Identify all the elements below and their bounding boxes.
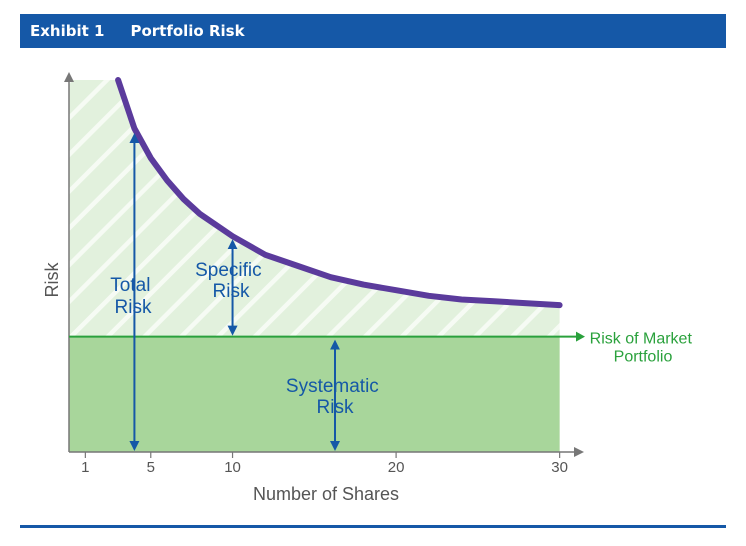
x-tick-label: 30 (551, 459, 568, 476)
total-risk-label: Total Risk (110, 275, 155, 318)
total-risk-curve (115, 77, 563, 309)
chart-title: Portfolio Risk (130, 22, 245, 40)
x-tick-label: 10 (224, 459, 241, 476)
specific-risk-area (69, 80, 560, 337)
x-tick-label: 5 (147, 459, 155, 476)
total-risk-label-line1: Total (110, 275, 150, 296)
systematic-risk-label: Systematic Risk (286, 376, 384, 418)
y-axis-title: Risk (42, 262, 62, 298)
x-axis-title: Number of Shares (253, 484, 399, 504)
market-portfolio-label: Risk of Market Portfolio (590, 331, 697, 366)
systematic-risk-area (69, 336, 560, 452)
market-line-arrowhead (576, 331, 585, 342)
systematic-risk-label-line1: Systematic (286, 376, 379, 397)
specific-risk-label: Specific Risk (195, 260, 267, 302)
market-portfolio-label-line1: Risk of Market (590, 331, 693, 348)
systematic-risk-label-line2: Risk (317, 397, 354, 418)
footer-rule (20, 525, 726, 528)
x-tick-label: 1 (81, 459, 89, 476)
market-portfolio-label-line2: Portfolio (614, 349, 673, 366)
x-ticks: 1 5 10 20 30 (81, 452, 568, 476)
x-axis-arrowhead (574, 447, 584, 457)
total-risk-label-line2: Risk (115, 297, 152, 318)
y-axis-arrowhead (64, 72, 74, 82)
specific-risk-label-line2: Risk (213, 281, 250, 302)
exhibit-header: Exhibit 1 Portfolio Risk (20, 14, 726, 48)
specific-risk-label-line1: Specific (195, 260, 262, 281)
x-tick-label: 20 (388, 459, 405, 476)
exhibit-label: Exhibit 1 (30, 22, 105, 40)
